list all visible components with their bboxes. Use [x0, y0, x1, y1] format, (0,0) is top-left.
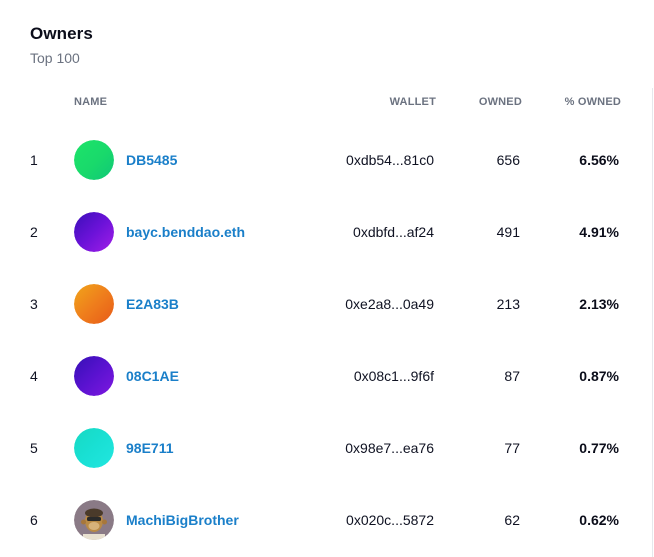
pct-owned: 6.56%: [579, 152, 619, 168]
panel-divider: [652, 88, 653, 557]
pct-owned: 2.13%: [579, 296, 619, 312]
avatar[interactable]: [74, 212, 114, 252]
owner-name-link[interactable]: bayc.benddao.eth: [126, 224, 246, 240]
pct-owned: 0.77%: [579, 440, 619, 456]
owned-count: 491: [496, 224, 520, 240]
owner-name-link[interactable]: E2A83B: [126, 296, 179, 312]
wallet-address: 0xdb54...81c0: [346, 152, 434, 168]
rank: 3: [30, 296, 38, 312]
owner-name-link[interactable]: 08C1AE: [126, 368, 179, 384]
owned-count: 62: [504, 512, 520, 528]
ape-avatar-icon[interactable]: [74, 500, 114, 540]
owned-count: 213: [496, 296, 520, 312]
owned-count: 77: [504, 440, 520, 456]
table-row[interactable]: 3 E2A83B 0xe2a8...0a49 213 2.13%: [0, 268, 652, 340]
table-row[interactable]: 5 98E711 0x98e7...ea76 77 0.77%: [0, 412, 652, 484]
avatar[interactable]: [74, 284, 114, 324]
pct-owned: 0.62%: [579, 512, 619, 528]
rank: 4: [30, 368, 38, 384]
table-row[interactable]: 1 DB5485 0xdb54...81c0 656 6.56%: [0, 124, 652, 196]
wallet-address: 0xe2a8...0a49: [345, 296, 434, 312]
rank: 6: [30, 512, 38, 528]
wallet-address: 0xdbfd...af24: [353, 224, 434, 240]
wallet-address: 0x98e7...ea76: [345, 440, 434, 456]
column-header-pct-owned[interactable]: % OWNED: [564, 96, 621, 108]
column-header-owned[interactable]: OWNED: [478, 96, 522, 108]
rank: 2: [30, 224, 38, 240]
column-header-name[interactable]: NAME: [74, 96, 108, 108]
owned-count: 656: [496, 152, 520, 168]
table-row[interactable]: 4 08C1AE 0x08c1...9f6f 87 0.87%: [0, 340, 652, 412]
pct-owned: 4.91%: [579, 224, 619, 240]
owner-name-link[interactable]: DB5485: [126, 152, 178, 168]
avatar[interactable]: [74, 428, 114, 468]
table-row[interactable]: 2 bayc.benddao.eth 0xdbfd...af24 491 4.9…: [0, 196, 652, 268]
owner-name-link[interactable]: MachiBigBrother: [126, 512, 239, 528]
section-title: Owners: [30, 24, 93, 43]
table-row[interactable]: 6 MachiBigBrother 0x020c...5872 62 0.62%: [0, 484, 652, 556]
rank: 1: [30, 152, 38, 168]
avatar[interactable]: [74, 356, 114, 396]
wallet-address: 0x020c...5872: [346, 512, 434, 528]
avatar[interactable]: [74, 140, 114, 180]
section-subtitle: Top 100: [30, 50, 80, 66]
wallet-address: 0x08c1...9f6f: [353, 368, 434, 384]
column-header-wallet[interactable]: WALLET: [389, 96, 436, 108]
owner-name-link[interactable]: 98E711: [126, 440, 174, 456]
pct-owned: 0.87%: [579, 368, 619, 384]
rank: 5: [30, 440, 38, 456]
owned-count: 87: [504, 368, 520, 384]
